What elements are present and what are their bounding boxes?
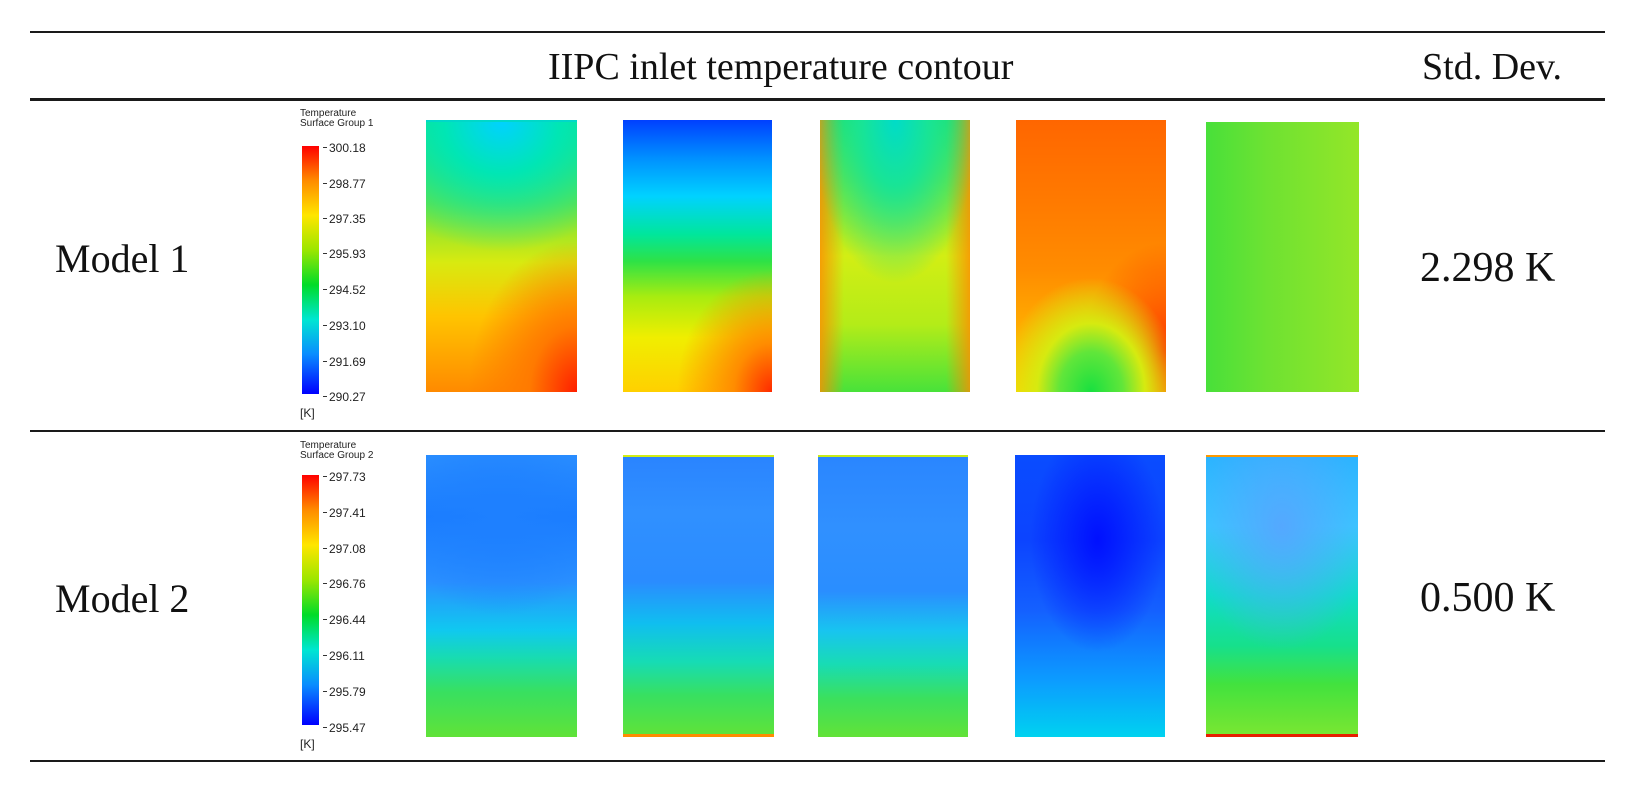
tick-label: 296.11 (323, 649, 365, 663)
tick-label: 297.08 (323, 542, 366, 556)
model-label: Model 1 (55, 236, 190, 281)
contour-plot (820, 120, 970, 392)
tick-label: 295.47 (323, 721, 366, 735)
contour-plot (1206, 455, 1358, 737)
tick-label: 297.41 (323, 506, 366, 520)
tick-label: 294.52 (323, 283, 366, 297)
contour-plot (426, 120, 577, 392)
contour-plot (623, 120, 772, 392)
tick-label: 300.18 (323, 141, 366, 155)
contour-plot (1206, 122, 1359, 392)
header-rule (30, 98, 1605, 101)
top-rule (30, 31, 1605, 33)
std-dev-value: 0.500 K (1420, 575, 1556, 621)
tick-label: 291.69 (323, 355, 366, 369)
tick-label: 296.44 (323, 613, 366, 627)
std-dev-header: Std. Dev. (1422, 46, 1563, 88)
unit-label: [K] (300, 406, 315, 420)
contour-plot (426, 455, 577, 737)
std-dev-value: 2.298 K (1420, 245, 1556, 291)
contour-plot (623, 455, 774, 737)
page-title: IIPC inlet temperature contour (548, 46, 1014, 88)
tick-label: 295.79 (323, 685, 366, 699)
contour-plot (1016, 120, 1166, 392)
bottom-rule (30, 760, 1605, 762)
tick-label: 290.27 (323, 390, 366, 404)
contour-plot (818, 455, 968, 737)
legend-title: Temperature (300, 108, 357, 119)
tick-label: 297.35 (323, 212, 366, 226)
legend-subtitle: Surface Group 2 (300, 450, 374, 461)
colorbar (302, 475, 319, 725)
tick-label: 297.73 (323, 470, 366, 484)
tick-label: 295.93 (323, 247, 366, 261)
legend-subtitle: Surface Group 1 (300, 118, 374, 129)
unit-label: [K] (300, 737, 315, 751)
colorbar (302, 146, 319, 394)
tick-label: 293.10 (323, 319, 366, 333)
row-rule (30, 430, 1605, 432)
tick-label: 298.77 (323, 177, 366, 191)
contour-plot (1015, 455, 1165, 737)
legend-title: Temperature (300, 440, 357, 451)
model-label: Model 2 (55, 576, 190, 621)
tick-label: 296.76 (323, 577, 366, 591)
